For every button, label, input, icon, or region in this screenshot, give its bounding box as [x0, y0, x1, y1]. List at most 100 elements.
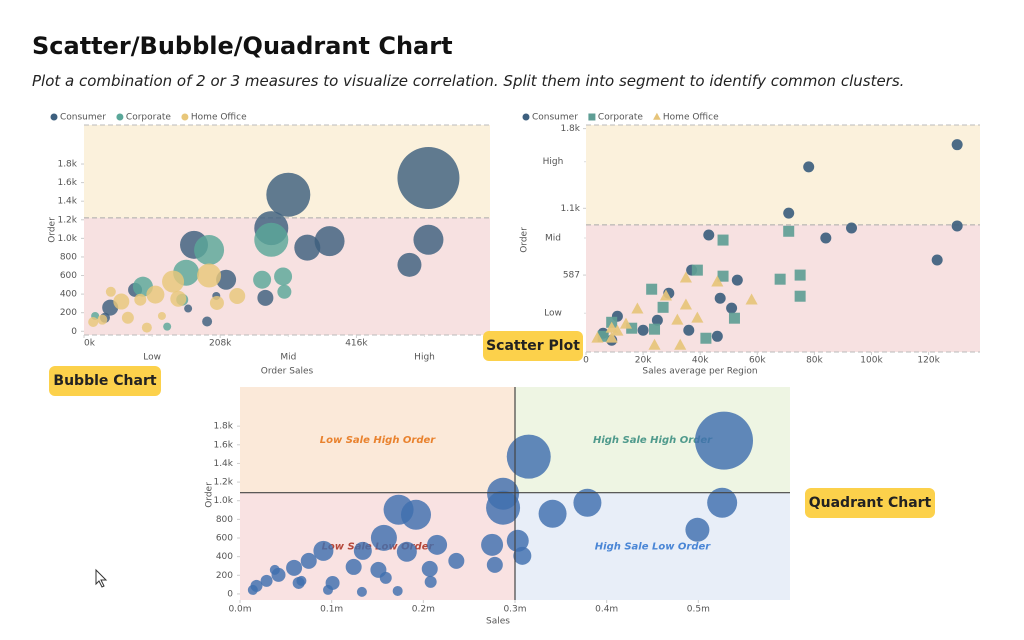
chart-badge: Scatter Plot	[483, 331, 583, 361]
data-point	[674, 338, 687, 350]
chart-badge: Quadrant Chart	[805, 488, 935, 518]
data-point	[951, 139, 963, 151]
data-point	[803, 161, 815, 173]
data-point	[685, 517, 710, 542]
data-point	[296, 575, 307, 586]
data-point	[820, 232, 832, 244]
data-point	[591, 331, 604, 343]
data-point	[370, 524, 397, 551]
x-axis-title: Sales	[486, 617, 510, 627]
data-point	[695, 411, 753, 470]
legend-marker	[522, 113, 530, 121]
y-tick-label: 200	[216, 571, 233, 581]
y-tick-label: 1.4k	[57, 197, 77, 207]
data-point	[726, 302, 738, 314]
data-point	[314, 226, 345, 257]
data-point	[266, 172, 311, 217]
data-point	[397, 146, 460, 209]
y-axis-title: Order	[205, 482, 215, 508]
data-point	[345, 558, 362, 575]
data-point	[392, 585, 403, 596]
data-point	[313, 540, 334, 561]
data-point	[353, 541, 372, 560]
data-point	[951, 220, 963, 232]
y-tick-label: 1.8k	[560, 124, 580, 134]
data-point	[424, 575, 437, 588]
data-point	[294, 234, 321, 261]
y-tick-label: 400	[216, 552, 233, 562]
x-tick-label: 0.0m	[228, 605, 251, 615]
legend-marker	[116, 113, 124, 121]
data-point	[157, 311, 166, 320]
data-point	[134, 293, 147, 306]
data-point	[379, 571, 392, 584]
data-point	[651, 314, 663, 326]
y-category-label: Low	[544, 309, 562, 319]
data-point	[573, 488, 602, 517]
data-point	[637, 324, 649, 336]
y-tick-label: 800	[216, 515, 233, 525]
quadrant-label: High Sale High Order	[593, 435, 713, 446]
y-tick-label: 600	[216, 534, 233, 544]
y-axis-title: Order	[48, 217, 58, 243]
data-point	[209, 295, 224, 310]
x-tick-label: 100k	[860, 356, 883, 366]
legend-label: Home Office	[191, 113, 247, 123]
data-point	[605, 321, 618, 333]
legend-label: Corporate	[126, 113, 171, 123]
data-point	[649, 323, 661, 335]
data-point	[202, 316, 213, 327]
data-point	[427, 534, 448, 555]
y-tick-label: 1.6k	[57, 178, 77, 188]
y-tick-label: 200	[60, 308, 77, 318]
data-point	[97, 314, 108, 325]
y-tick-label: 1.0k	[213, 496, 233, 506]
legend-marker	[50, 113, 58, 121]
data-point	[700, 332, 712, 344]
data-point	[717, 270, 729, 282]
data-point	[274, 267, 293, 286]
quadrant-label: High Sale Low Order	[595, 541, 712, 552]
legend-marker	[588, 113, 596, 121]
y-tick-label: 1.2k	[57, 215, 77, 225]
data-point	[260, 574, 273, 587]
data-point	[216, 269, 237, 290]
legend-label: Consumer	[532, 113, 578, 123]
data-point	[671, 313, 684, 325]
y-tick-label: 1.6k	[213, 440, 233, 450]
data-point	[783, 225, 795, 237]
data-point	[646, 283, 658, 295]
y-tick-label: 1.1k	[560, 204, 580, 214]
y-tick-label: 1.0k	[57, 234, 77, 244]
data-point	[597, 330, 609, 342]
x-tick-label: 416k	[345, 339, 368, 349]
data-point	[605, 331, 618, 343]
data-point	[611, 324, 624, 336]
x-tick-label: 0k	[84, 339, 96, 349]
x-category-label: Mid	[280, 353, 296, 363]
data-point	[717, 234, 729, 246]
data-point	[538, 499, 567, 528]
data-point	[170, 290, 187, 307]
data-point	[486, 490, 521, 525]
x-tick-label: 0.2m	[412, 605, 435, 615]
data-point	[397, 252, 422, 277]
x-axis-title: Sales average per Region	[642, 367, 757, 377]
data-point	[657, 301, 669, 313]
data-point	[931, 254, 943, 266]
legend-marker	[653, 112, 661, 120]
x-tick-label: 60k	[749, 356, 766, 366]
x-tick-label: 208k	[209, 339, 232, 349]
x-tick-label: 120k	[917, 356, 940, 366]
data-point	[703, 229, 715, 241]
data-point	[253, 270, 272, 289]
y-tick-label: 0	[227, 589, 233, 599]
data-point	[679, 298, 692, 310]
data-point	[745, 293, 758, 305]
y-tick-label: 1.8k	[57, 160, 77, 170]
data-point	[323, 584, 333, 595]
data-point	[619, 317, 633, 329]
mouse-cursor	[95, 568, 108, 588]
data-point	[731, 274, 743, 286]
data-point	[286, 559, 303, 576]
